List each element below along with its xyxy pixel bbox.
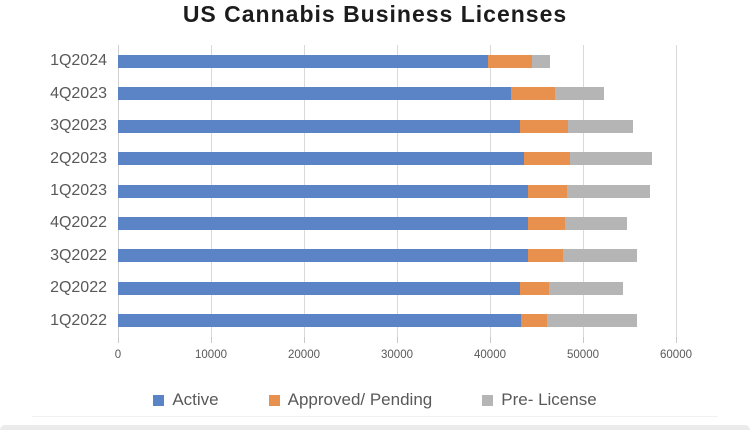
bar-segment-active	[118, 249, 529, 263]
legend-swatch	[153, 394, 165, 406]
bar-segment-approved-pending	[520, 314, 547, 328]
y-axis-label: 3Q2023	[50, 117, 107, 135]
bar-row	[118, 184, 650, 198]
legend-label: Active	[172, 390, 219, 409]
axis-tick	[118, 337, 119, 343]
y-axis-label: 1Q2022	[50, 311, 107, 329]
plot-area	[118, 45, 677, 343]
bar-row	[118, 249, 637, 263]
bar-segment-pre-license	[569, 152, 652, 166]
bar-row	[118, 119, 634, 133]
bar-segment-pre-license	[531, 54, 551, 68]
y-axis-label: 1Q2024	[50, 52, 107, 70]
x-tick-label: 0	[114, 349, 122, 361]
bar-segment-approved-pending	[519, 281, 549, 295]
legend-label: Pre- License	[501, 390, 597, 409]
y-axis-label: 3Q2022	[50, 246, 107, 264]
bar-segment-active	[118, 152, 525, 166]
x-tick-label: 10000	[195, 349, 227, 361]
bar-segment-pre-license	[568, 119, 634, 133]
bar-row	[118, 216, 627, 230]
x-tick-label: 50000	[567, 349, 599, 361]
x-tick-label: 60000	[660, 349, 692, 361]
x-tick-label: 30000	[381, 349, 413, 361]
y-axis-label: 4Q2022	[50, 214, 107, 232]
axis-tick	[211, 337, 212, 343]
bar-segment-approved-pending	[524, 152, 570, 166]
bottom-strip	[0, 425, 750, 430]
bar-row	[118, 281, 623, 295]
bar-segment-pre-license	[567, 184, 650, 198]
bar-segment-approved-pending	[528, 249, 563, 263]
bar-segment-active	[118, 184, 529, 198]
chart-title: US Cannabis Business Licenses	[182, 1, 568, 27]
bar-segment-active	[118, 314, 521, 328]
x-tick-label: 40000	[474, 349, 506, 361]
gridline	[676, 45, 677, 337]
bar-row	[118, 314, 637, 328]
y-axis-label: 1Q2023	[50, 181, 107, 199]
bar-segment-approved-pending	[519, 119, 569, 133]
bar-segment-approved-pending	[528, 184, 568, 198]
y-axis-label: 4Q2023	[50, 84, 107, 102]
x-tick-label: 20000	[288, 349, 320, 361]
bar-row	[118, 152, 652, 166]
bar-row	[118, 54, 551, 68]
axis-tick	[676, 337, 677, 343]
bar-segment-pre-license	[548, 281, 623, 295]
y-axis-label: 2Q2023	[50, 149, 107, 167]
axis-tick	[583, 337, 584, 343]
legend-item-approved-pending: Approved/ Pending	[268, 390, 433, 410]
legend-swatch	[268, 394, 280, 406]
legend-item-active: Active	[153, 390, 219, 410]
bar-segment-active	[118, 216, 529, 230]
legend-item-pre-license: Pre- License	[482, 390, 597, 410]
legend-label: Approved/ Pending	[287, 390, 433, 409]
axis-tick	[397, 337, 398, 343]
axis-tick	[304, 337, 305, 343]
bar-segment-approved-pending	[488, 54, 532, 68]
bar-segment-active	[118, 87, 512, 101]
legend-swatch	[482, 394, 494, 406]
bar-segment-active	[118, 281, 520, 295]
axis-tick	[490, 337, 491, 343]
bar-segment-pre-license	[546, 314, 637, 328]
y-axis-label: 2Q2022	[50, 279, 107, 297]
bar-segment-pre-license	[565, 216, 627, 230]
legend: Active Approved/ Pending Pre- License	[0, 390, 750, 410]
bar-segment-pre-license	[555, 87, 605, 101]
bar-segment-approved-pending	[528, 216, 566, 230]
divider-line	[32, 416, 718, 417]
bar-segment-approved-pending	[511, 87, 556, 101]
bar-segment-pre-license	[562, 249, 637, 263]
bar-segment-active	[118, 54, 489, 68]
bar-row	[118, 87, 605, 101]
bar-segment-active	[118, 119, 520, 133]
